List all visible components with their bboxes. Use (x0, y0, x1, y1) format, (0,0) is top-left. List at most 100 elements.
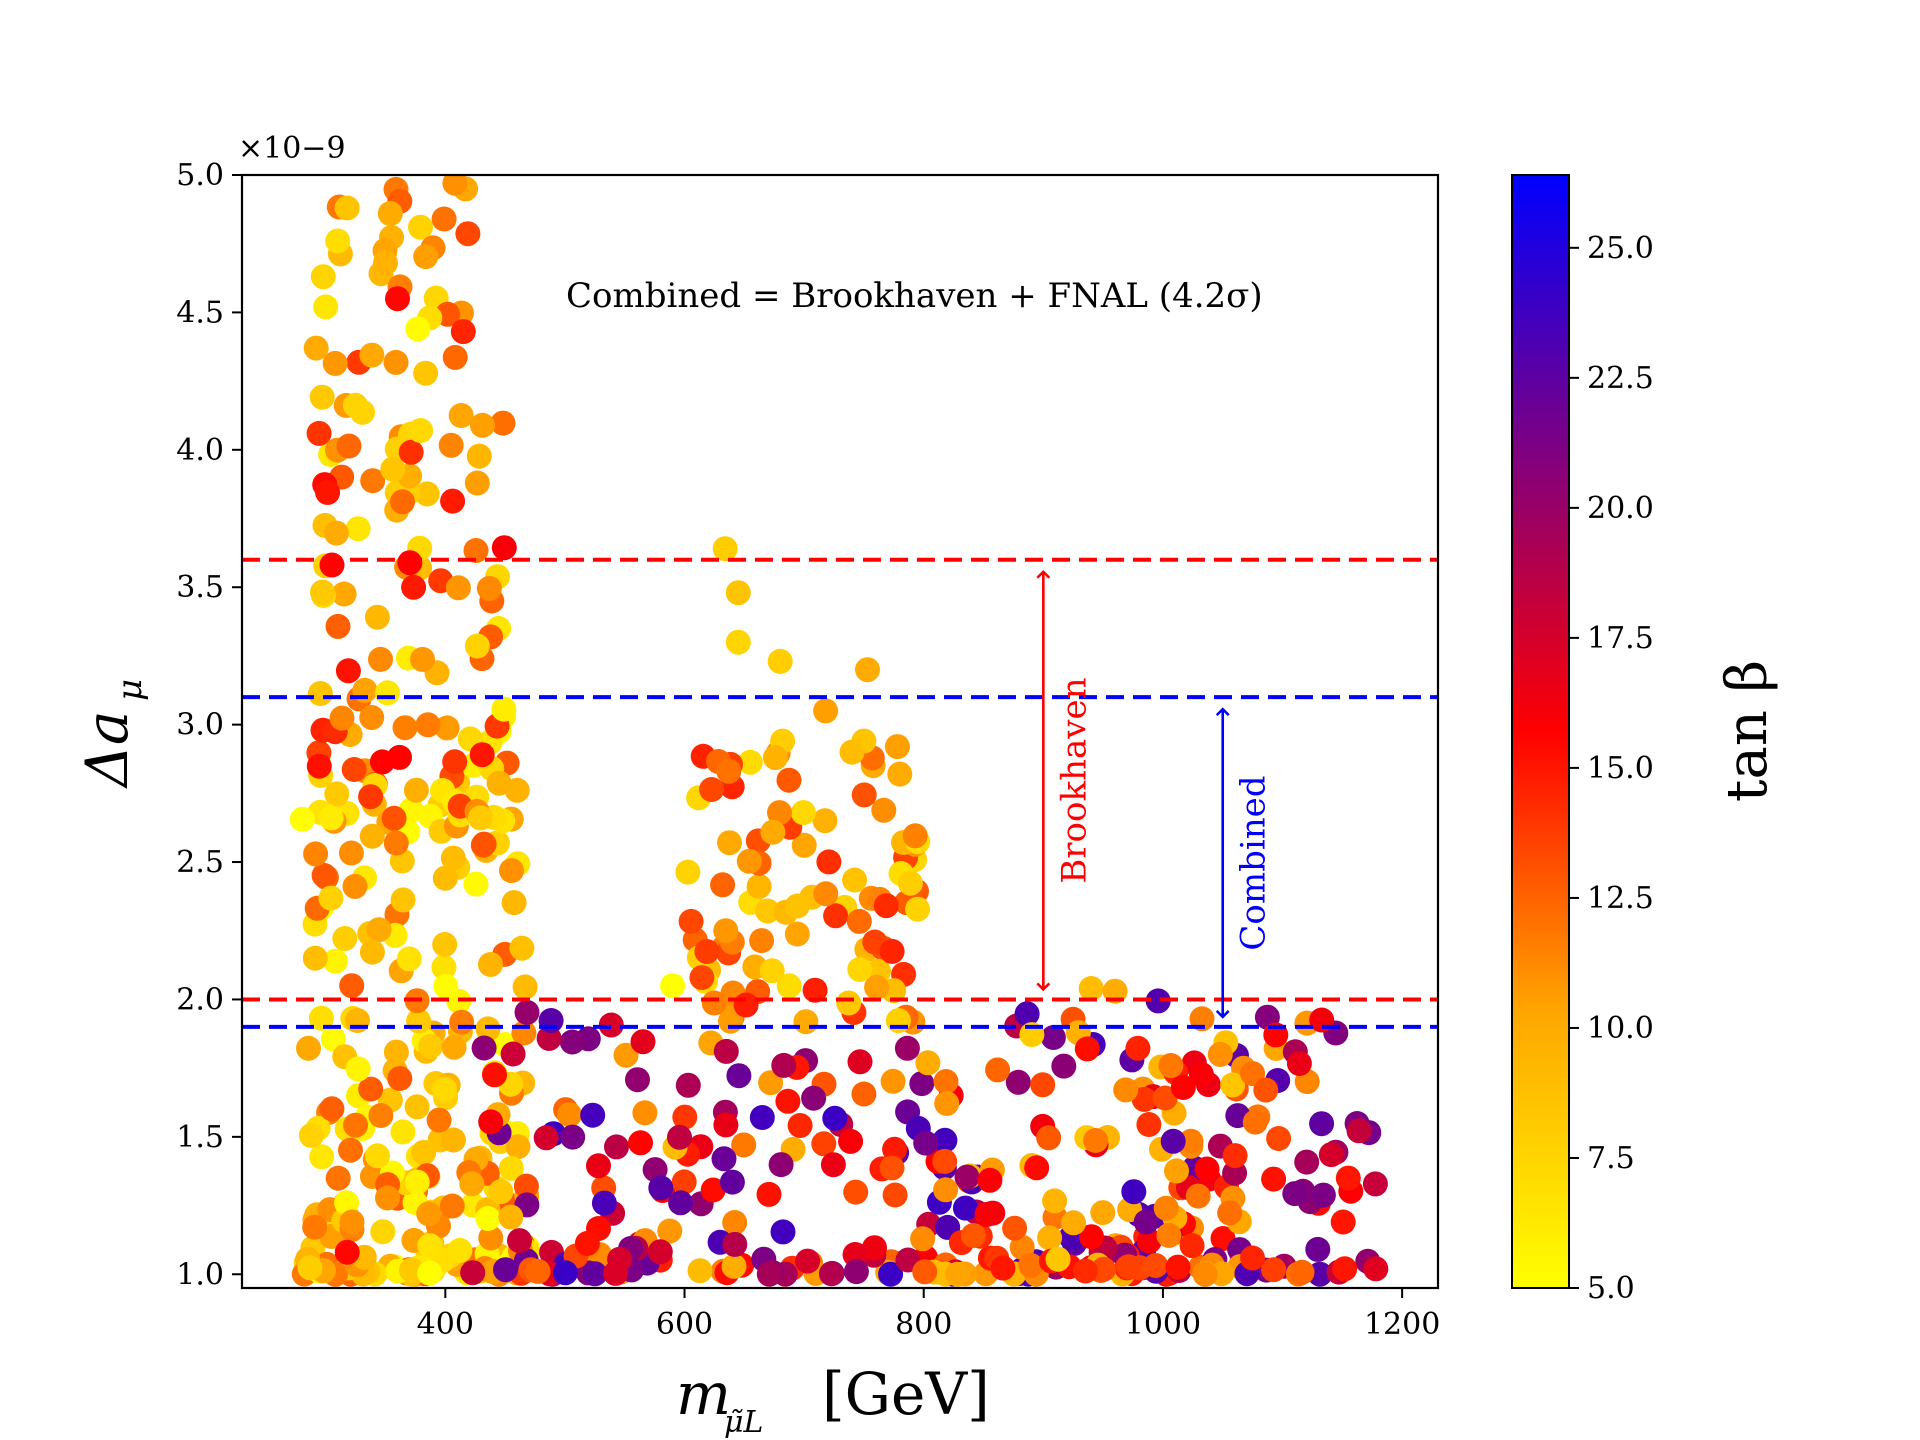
data-point (366, 917, 392, 943)
data-point (360, 468, 386, 494)
data-point (776, 767, 802, 793)
data-point (1165, 1254, 1191, 1280)
data-point (687, 1258, 713, 1284)
colorbar-frame (1511, 174, 1570, 1289)
data-point (334, 1190, 360, 1216)
brookhaven-label: Brookhaven (1054, 677, 1094, 883)
data-point (488, 1179, 514, 1205)
data-point (759, 958, 785, 984)
data-point (339, 973, 365, 999)
data-point (1037, 1225, 1063, 1251)
data-point (1207, 1041, 1233, 1067)
data-point (915, 1050, 941, 1076)
data-point (758, 1070, 784, 1096)
data-point (1188, 1061, 1214, 1087)
data-point (302, 1214, 328, 1240)
data-point (390, 489, 415, 515)
data-point (871, 797, 897, 823)
data-point (952, 1195, 978, 1221)
data-point (1253, 1077, 1279, 1103)
data-point (760, 819, 786, 845)
data-point (1318, 1142, 1344, 1168)
x-tick-label: 1200 (1364, 1307, 1440, 1342)
data-point (358, 784, 384, 810)
data-point (469, 742, 495, 768)
data-point (297, 1255, 323, 1281)
data-point (343, 1112, 369, 1138)
data-point (390, 1119, 416, 1145)
data-point (455, 221, 481, 247)
data-point (767, 648, 793, 674)
data-point (331, 581, 357, 607)
data-point (365, 1143, 390, 1169)
data-point (838, 1128, 864, 1154)
data-point (801, 1085, 827, 1111)
data-point (775, 1088, 801, 1114)
data-point (756, 1181, 782, 1207)
data-point (1125, 1035, 1151, 1061)
colorbar-tick-label: 10.0 (1587, 1011, 1654, 1046)
data-point (1160, 1128, 1186, 1154)
data-point (598, 1012, 624, 1038)
data-point (713, 1038, 739, 1064)
data-point (932, 1127, 958, 1153)
data-point (403, 777, 429, 803)
data-point (1152, 1085, 1178, 1111)
data-point (324, 781, 350, 807)
data-point (768, 1152, 794, 1178)
data-point (1040, 1025, 1066, 1050)
data-point (885, 1008, 911, 1034)
data-point (660, 973, 686, 999)
data-point (339, 1209, 365, 1235)
data-point (1061, 1210, 1086, 1236)
data-point (813, 698, 839, 724)
data-point (405, 316, 431, 342)
data-point (525, 1258, 551, 1284)
data-point (447, 1237, 473, 1263)
data-point (1185, 1183, 1211, 1209)
data-point (675, 859, 701, 885)
data-point (713, 1112, 739, 1138)
data-point (818, 1261, 844, 1287)
data-point (440, 488, 466, 514)
y-tick-label: 1.0 (176, 1257, 224, 1292)
data-point (448, 403, 474, 428)
data-point (823, 903, 849, 929)
data-point (755, 898, 781, 924)
x-tick-label: 600 (656, 1307, 713, 1342)
data-point (733, 992, 759, 1018)
x-tick-label: 1000 (1125, 1307, 1201, 1342)
data-point (491, 696, 517, 722)
data-point (493, 1257, 518, 1283)
data-point (325, 613, 351, 639)
data-point (1145, 988, 1171, 1014)
data-point (310, 579, 335, 605)
data-point (787, 1113, 813, 1138)
data-point (498, 1204, 524, 1230)
data-point (463, 871, 489, 897)
data-point (990, 1255, 1016, 1281)
data-point (675, 1072, 701, 1098)
y-tick-label: 1.5 (176, 1120, 224, 1155)
data-point (793, 1009, 819, 1035)
data-point (1042, 1188, 1068, 1214)
data-point (574, 1230, 600, 1256)
colorbar-ticks: 5.0 7.5 10.0 12.5 15.0 17.5 20.0 22.5 25.0 (1569, 231, 1654, 1306)
data-point (373, 250, 398, 276)
data-point (1363, 1256, 1389, 1282)
data-point (1286, 1051, 1312, 1076)
data-point (469, 412, 495, 438)
y-axis-title-subscript: μ (110, 679, 150, 701)
data-point (390, 887, 416, 913)
data-point (1024, 1155, 1050, 1181)
data-point (449, 1009, 475, 1035)
data-point (591, 1190, 617, 1216)
data-point (879, 938, 905, 964)
data-point (450, 319, 476, 345)
data-point (396, 946, 422, 972)
data-point (822, 1105, 848, 1131)
data-point (431, 206, 457, 232)
data-point (350, 399, 375, 425)
data-point (387, 744, 412, 770)
data-point (1143, 1253, 1169, 1278)
